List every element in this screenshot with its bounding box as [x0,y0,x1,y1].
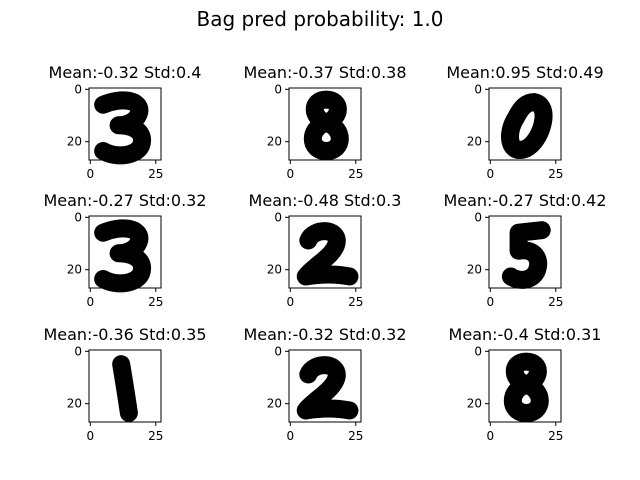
x-tick-label: 25 [148,295,163,309]
digit-image [501,93,553,159]
panel-title: Mean:-0.37 Std:0.38 [243,63,406,82]
x-tick-label: 0 [486,295,494,309]
panel-title: Mean:0.95 Std:0.49 [446,63,603,82]
x-tick-label: 0 [86,429,94,443]
x-tick-label: 25 [548,167,563,181]
digit-image [296,222,359,286]
y-tick-label: 20 [467,263,482,277]
x-tick-label: 25 [148,167,163,181]
x-tick-label: 25 [548,295,563,309]
y-tick-label: 0 [274,82,282,96]
digit-image [94,91,151,165]
y-tick-label: 0 [74,82,82,96]
y-tick-label: 0 [474,210,482,224]
y-tick-label: 20 [267,135,282,149]
x-tick-label: 25 [548,429,563,443]
panel-title: Mean:-0.4 Std:0.31 [449,325,602,344]
panel-title: Mean:-0.27 Std:0.32 [43,191,206,210]
digit-image [94,219,151,293]
y-tick-label: 0 [74,210,82,224]
y-tick-label: 0 [474,344,482,358]
y-tick-label: 20 [267,397,282,411]
y-tick-label: 20 [67,135,82,149]
figure-title: Bag pred probability: 1.0 [196,7,443,31]
panel-title: Mean:-0.48 Std:0.3 [249,191,402,210]
x-tick-label: 0 [486,167,494,181]
x-tick-label: 0 [286,167,294,181]
y-tick-label: 20 [67,263,82,277]
x-tick-label: 0 [286,429,294,443]
x-tick-label: 0 [286,295,294,309]
x-tick-label: 0 [486,429,494,443]
x-tick-label: 25 [148,429,163,443]
panel-title: Mean:-0.27 Std:0.42 [443,191,606,210]
y-tick-label: 20 [67,397,82,411]
digit-image [112,355,138,423]
x-tick-label: 0 [86,167,94,181]
y-tick-label: 0 [274,210,282,224]
y-tick-label: 20 [267,263,282,277]
x-tick-label: 0 [86,295,94,309]
y-tick-label: 20 [467,135,482,149]
x-tick-label: 25 [348,167,363,181]
digit-image [501,221,551,289]
y-tick-label: 0 [274,344,282,358]
digit-image [303,90,349,161]
x-tick-label: 25 [348,429,363,443]
panel-title: Mean:-0.36 Std:0.35 [43,325,206,344]
x-tick-label: 25 [348,295,363,309]
panel-title: Mean:-0.32 Std:0.32 [243,325,406,344]
y-tick-label: 0 [74,344,82,358]
digit-image [296,356,359,420]
digit-image [503,352,549,423]
y-tick-label: 20 [467,397,482,411]
y-tick-label: 0 [474,82,482,96]
panel-title: Mean:-0.32 Std:0.4 [49,63,202,82]
